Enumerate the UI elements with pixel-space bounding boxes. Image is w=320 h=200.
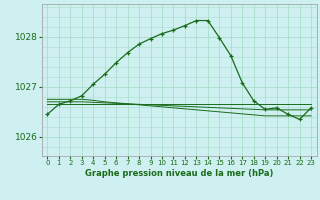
X-axis label: Graphe pression niveau de la mer (hPa): Graphe pression niveau de la mer (hPa)	[85, 169, 273, 178]
